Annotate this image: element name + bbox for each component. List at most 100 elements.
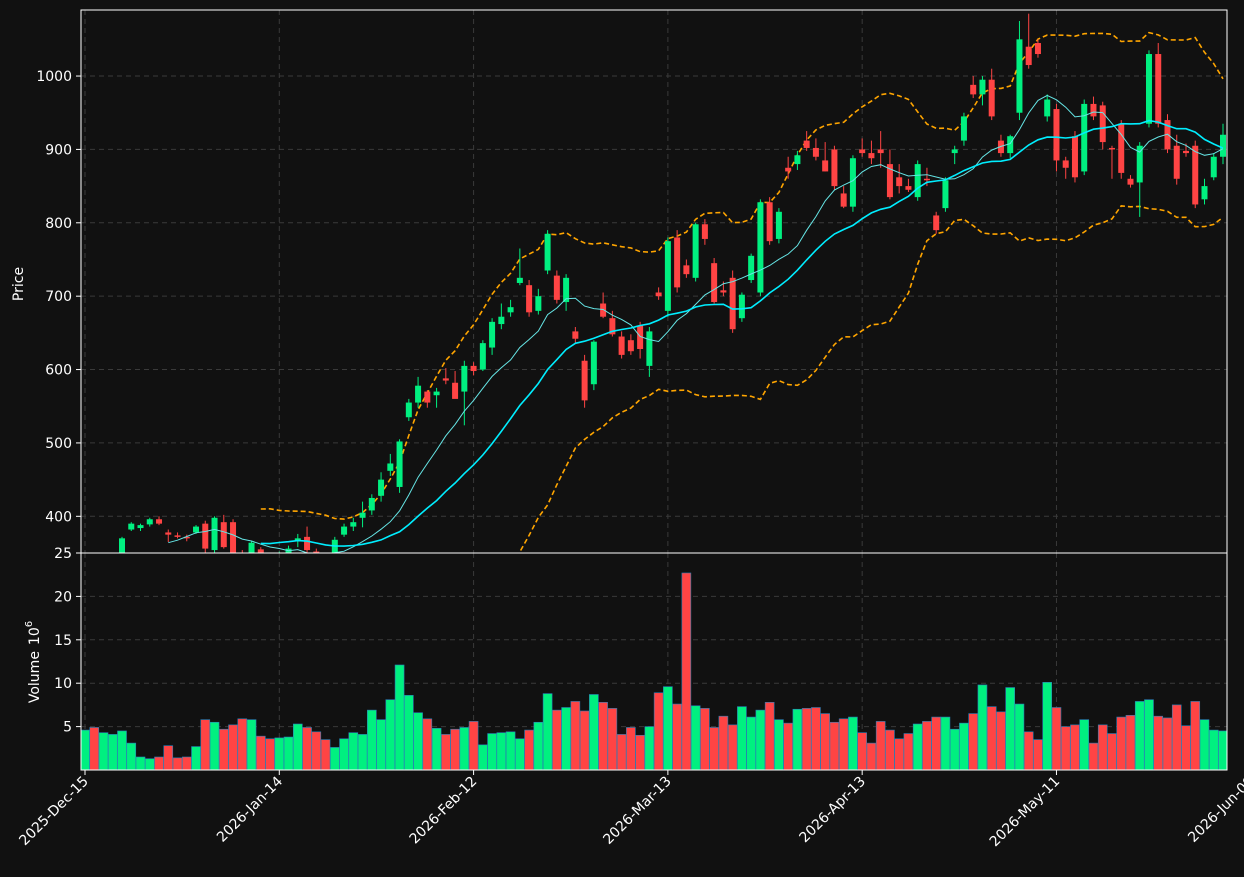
- volume-bar: [616, 734, 627, 770]
- candle: [368, 494, 375, 515]
- candle-body: [1108, 147, 1115, 150]
- candle-body: [720, 290, 727, 293]
- candle: [230, 519, 237, 553]
- candle-body: [553, 275, 560, 300]
- candle-body: [479, 343, 486, 370]
- volume-bar: [1005, 687, 1016, 770]
- candle: [442, 368, 449, 385]
- volume-bar: [311, 731, 322, 770]
- candle: [257, 547, 264, 553]
- candle-body: [572, 331, 579, 339]
- volume-bar: [144, 758, 155, 770]
- volume-axis-label-base: 10: [27, 627, 43, 645]
- candle-body: [202, 523, 209, 549]
- candle-body: [1053, 109, 1060, 161]
- candle: [563, 274, 570, 311]
- candle: [1220, 123, 1226, 165]
- candle: [165, 529, 172, 542]
- candle-body: [1220, 134, 1226, 157]
- candle: [600, 292, 607, 319]
- candle: [581, 354, 588, 408]
- volume-bar: [1190, 701, 1201, 770]
- candle: [914, 160, 921, 201]
- candle: [1090, 96, 1097, 121]
- volume-bar: [181, 756, 192, 770]
- volume-bar: [357, 734, 368, 770]
- candle: [452, 371, 459, 399]
- candle-body: [220, 522, 227, 548]
- volume-bar: [653, 692, 664, 770]
- price-tick-label: 500: [45, 436, 72, 452]
- candle-body: [1099, 105, 1106, 143]
- volume-bar: [968, 713, 978, 770]
- volume-tick-label: 20: [54, 589, 72, 605]
- candle: [896, 164, 903, 194]
- candle-body: [960, 116, 967, 141]
- volume-bar: [339, 738, 349, 770]
- volume-bar: [1144, 699, 1154, 770]
- price-tick-label: 800: [45, 216, 72, 232]
- candle: [1025, 13, 1032, 69]
- candle-body: [692, 224, 699, 278]
- volume-bar: [459, 727, 470, 770]
- candle-body: [433, 391, 440, 396]
- candle: [748, 253, 755, 283]
- volume-bar: [117, 730, 127, 770]
- volume-bar: [875, 721, 886, 770]
- candle-body: [1090, 103, 1097, 117]
- volume-bar: [542, 693, 553, 770]
- volume-bar: [154, 756, 164, 770]
- price-axis-label: Price: [11, 267, 27, 301]
- volume-bar: [912, 723, 923, 770]
- volume-bar: [209, 721, 220, 770]
- candle-body: [119, 538, 126, 553]
- volume-bar: [986, 706, 997, 770]
- candle: [1034, 39, 1041, 58]
- candle: [507, 299, 514, 317]
- volume-bar: [727, 724, 738, 770]
- candle-body: [341, 526, 348, 535]
- candle: [341, 523, 348, 537]
- candle: [156, 516, 163, 526]
- volume-bar: [940, 716, 951, 770]
- candle: [637, 321, 644, 359]
- candle-body: [979, 79, 986, 95]
- candle: [137, 523, 144, 531]
- candle: [1081, 99, 1088, 176]
- candle: [174, 532, 181, 539]
- candle: [1007, 134, 1014, 159]
- candle: [905, 178, 912, 192]
- candle-body: [655, 292, 662, 297]
- volume-bar: [681, 572, 692, 770]
- volume-bar: [320, 739, 331, 770]
- candle: [868, 140, 875, 165]
- bollinger-upper-band: [260, 31, 1224, 520]
- candle-body: [933, 215, 940, 231]
- candle: [711, 258, 718, 304]
- candle-body: [923, 178, 930, 181]
- candle-body: [1062, 160, 1069, 168]
- volume-bar: [838, 718, 849, 770]
- candle-body: [183, 536, 190, 539]
- candle: [183, 534, 190, 542]
- candle: [960, 112, 967, 146]
- candle-body: [1081, 103, 1088, 172]
- ma-fast-line: [168, 94, 1224, 553]
- volume-bar: [1051, 707, 1062, 770]
- volume-bar: [700, 708, 710, 770]
- price-tick-label: 900: [45, 142, 72, 158]
- candle: [766, 197, 773, 245]
- candle: [979, 76, 986, 106]
- volume-bar: [302, 727, 312, 770]
- candle: [785, 156, 792, 179]
- candle-body: [1071, 136, 1078, 178]
- volume-bar: [663, 686, 673, 770]
- candle-body: [368, 497, 375, 511]
- candle-body: [387, 463, 394, 471]
- volume-bar: [487, 733, 497, 770]
- volume-bar: [857, 732, 867, 770]
- candle-body: [470, 365, 477, 372]
- volume-bar: [1218, 730, 1227, 770]
- volume-bar: [811, 707, 821, 770]
- volume-bar: [866, 742, 877, 770]
